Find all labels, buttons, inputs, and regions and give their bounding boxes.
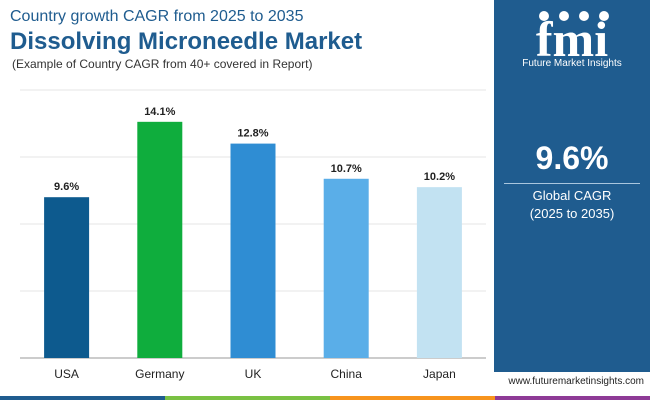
svg-text:fmi: fmi xyxy=(536,11,608,67)
panel-divider xyxy=(504,183,640,184)
global-cagr-period: (2025 to 2035) xyxy=(529,206,615,221)
data-label: 10.7% xyxy=(331,163,362,175)
side-panel: fmi Future Market Insights 9.6% Global C… xyxy=(494,0,650,372)
bottom-bar-segment-3 xyxy=(330,396,495,400)
global-cagr-label: Global CAGR xyxy=(532,188,612,203)
bottom-bar-segment-1 xyxy=(0,396,165,400)
x-tick-label: Japan xyxy=(423,367,456,381)
data-label: 14.1% xyxy=(144,106,175,118)
brand-name: Future Market Insights xyxy=(522,58,622,69)
bar-japan xyxy=(416,187,462,358)
fmi-logo-icon: fmi xyxy=(536,11,609,67)
x-tick-label: China xyxy=(331,367,363,381)
data-label: 10.2% xyxy=(424,171,455,183)
bottom-bar-segment-2 xyxy=(165,396,330,400)
data-label: 9.6% xyxy=(54,181,79,193)
bar-usa xyxy=(44,197,90,358)
bottom-bar-segment-4 xyxy=(495,396,650,400)
x-tick-label: UK xyxy=(245,367,262,381)
bottom-color-bar xyxy=(0,396,650,400)
chart-subtitle: (Example of Country CAGR from 40+ covere… xyxy=(12,57,313,71)
bar-chart: 9.6% USA 14.1% Germany 12.8% UK 10.7% China 10.2… xyxy=(20,89,486,381)
global-cagr-value: 9.6% xyxy=(535,140,609,176)
chart-supertitle: Country growth CAGR from 2025 to 2035 xyxy=(10,8,304,25)
bar-china xyxy=(323,178,369,358)
x-tick-label: USA xyxy=(54,367,79,381)
x-tick-label: Germany xyxy=(135,367,184,381)
data-label: 12.8% xyxy=(237,128,268,140)
bar-uk xyxy=(230,143,276,358)
chart-title: Dissolving Microneedle Market xyxy=(10,28,363,55)
bar-germany xyxy=(137,121,183,358)
website-link[interactable]: www.futuremarketinsights.com xyxy=(508,376,644,387)
